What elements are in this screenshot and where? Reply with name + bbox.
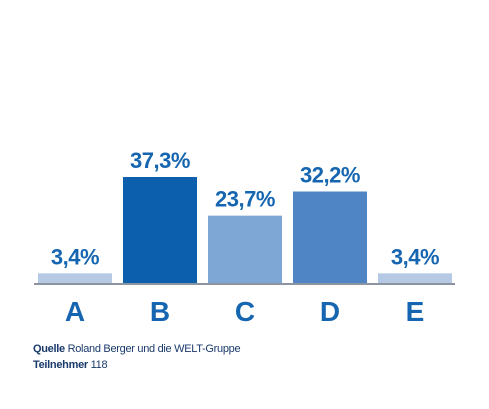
bar-a [38, 273, 112, 283]
bar-b [123, 177, 197, 283]
value-label-d: 32,2% [300, 162, 360, 187]
value-label-b: 37,3% [130, 148, 190, 173]
source-note: Quelle Roland Berger und die WELT-Gruppe [33, 343, 241, 355]
source-label: Quelle [33, 343, 65, 355]
category-label-d: D [320, 296, 340, 327]
bar-d [293, 191, 367, 283]
value-label-e: 3,4% [391, 244, 439, 269]
participants-note: Teilnehmer 118 [33, 359, 108, 371]
source-text: Roland Berger und die WELT-Gruppe [67, 343, 241, 355]
value-labels-group: 3,4% 37,3% 23,7% 32,2% 3,4% [51, 148, 440, 269]
participants-label: Teilnehmer [33, 359, 88, 371]
category-label-e: E [406, 296, 425, 327]
value-label-c: 23,7% [215, 187, 275, 212]
bar-c [208, 215, 282, 283]
value-label-a: 3,4% [51, 244, 99, 269]
category-label-b: B [150, 296, 170, 327]
category-label-a: A [65, 296, 85, 327]
category-labels-group: A B C D E [65, 296, 424, 327]
bar-e [378, 273, 452, 283]
category-label-c: C [235, 296, 255, 327]
bars-group [38, 177, 452, 283]
participants-value: 118 [90, 359, 108, 371]
